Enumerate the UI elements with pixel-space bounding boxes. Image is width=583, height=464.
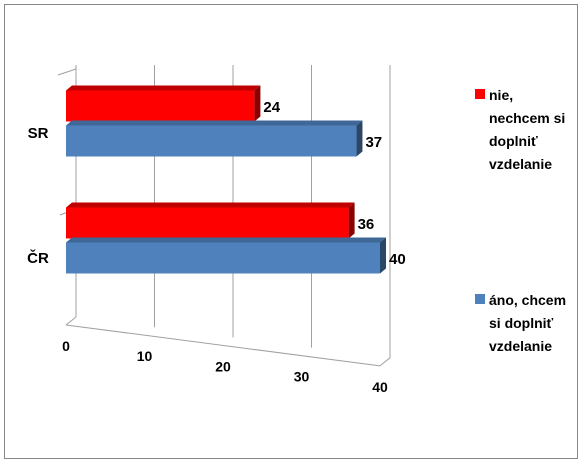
legend-label: vzdelanie xyxy=(489,338,552,354)
x-tick-label: 10 xyxy=(137,348,153,364)
bar xyxy=(66,207,349,239)
chart-legend: nie, nechcem si doplniť vzdelanie áno, chcem… xyxy=(475,87,566,354)
bar-end-face xyxy=(356,120,363,157)
bar-top-face xyxy=(66,237,386,243)
bar-top-face xyxy=(66,85,261,91)
top-tick-left xyxy=(57,68,77,76)
legend-label: nechcem si xyxy=(489,110,565,126)
floor-front-edge xyxy=(65,324,381,367)
bar xyxy=(66,242,380,274)
x-tick-label: 40 xyxy=(372,379,388,395)
bar xyxy=(66,90,255,122)
x-tick-label: 20 xyxy=(215,358,231,374)
legend-label: doplniť xyxy=(489,133,538,149)
legend-label: vzdelanie xyxy=(489,156,552,172)
legend-label: si doplniť xyxy=(489,315,554,331)
data-label: 24 xyxy=(263,99,280,116)
category-label: ČR xyxy=(27,249,49,267)
chart-svg: 0 10 20 30 40 SR 24 37 ČR 36 40 nie, nechcem si dopl… xyxy=(27,65,566,395)
floor-left-edge xyxy=(65,316,77,326)
bar-end-face xyxy=(254,85,261,122)
chart-frame: 0 10 20 30 40 SR 24 37 ČR 36 40 nie, nechcem si dopl… xyxy=(4,4,578,459)
bar-end-face xyxy=(380,237,386,274)
data-label: 40 xyxy=(389,251,406,268)
chart-labels: 0 10 20 30 40 SR 24 37 ČR 36 40 xyxy=(27,99,406,395)
x-tick-label: 30 xyxy=(294,369,310,385)
data-label: 37 xyxy=(365,134,382,151)
bar-end-face xyxy=(348,202,355,239)
bar-top-face xyxy=(66,202,355,208)
legend-swatch xyxy=(475,294,485,304)
data-label: 36 xyxy=(358,216,375,233)
legend-swatch xyxy=(475,89,485,99)
floor-right-edge xyxy=(379,357,391,367)
legend-label: áno, chcem xyxy=(489,292,566,308)
bar xyxy=(66,125,357,157)
bar-top-face xyxy=(66,120,363,126)
category-label: SR xyxy=(28,125,49,142)
x-tick-label: 0 xyxy=(62,338,70,354)
chart-bars xyxy=(66,85,386,274)
legend-label: nie, xyxy=(489,87,513,103)
